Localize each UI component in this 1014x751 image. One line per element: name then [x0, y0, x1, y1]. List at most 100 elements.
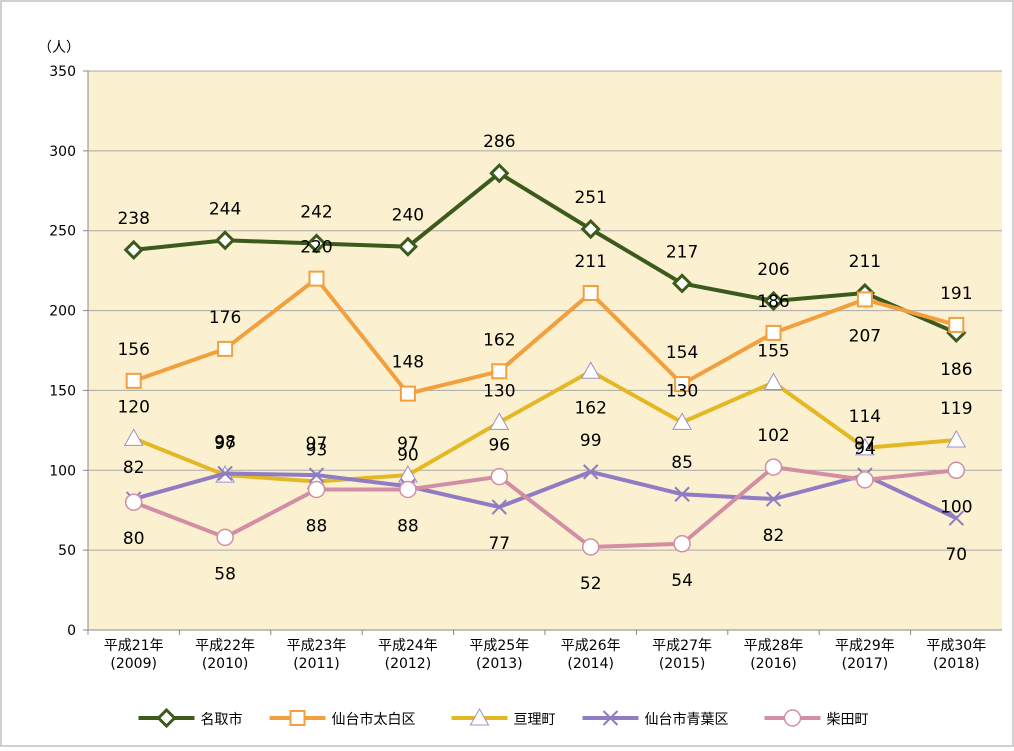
- data-label: 54: [671, 571, 693, 591]
- y-tick-label: 350: [49, 64, 76, 80]
- data-label: 97: [306, 434, 328, 454]
- data-label: 156: [117, 340, 149, 360]
- marker: [672, 412, 692, 430]
- x-tick-label: 平成30年: [926, 638, 986, 654]
- data-label: 94: [854, 439, 876, 459]
- x-tick-label: 平成26年: [561, 638, 621, 654]
- data-label: 52: [580, 574, 602, 594]
- marker: [673, 535, 691, 553]
- marker: [307, 480, 326, 499]
- line: [132, 368, 957, 484]
- marker: [581, 538, 600, 556]
- x-tick-label: 平成24年: [378, 638, 438, 654]
- x-tick-label: (2017): [842, 656, 889, 672]
- marker: [123, 428, 144, 446]
- data-label: 162: [574, 398, 606, 418]
- line: [133, 275, 957, 396]
- data-label: 154: [666, 343, 698, 363]
- marker: [674, 486, 690, 502]
- data-label: 186: [940, 360, 972, 380]
- marker: [491, 363, 508, 380]
- data-label: 80: [123, 529, 145, 549]
- marker: [214, 230, 236, 251]
- data-label: 120: [117, 397, 149, 417]
- data-label: 206: [757, 260, 789, 280]
- marker: [308, 270, 325, 287]
- marker: [123, 239, 144, 261]
- marker: [856, 471, 874, 489]
- data-label: 99: [580, 431, 602, 451]
- y-tick-label: 0: [67, 623, 76, 639]
- data-label: 220: [300, 238, 332, 258]
- marker: [124, 493, 143, 511]
- data-label: 162: [483, 330, 515, 350]
- line: [132, 464, 957, 549]
- marker: [489, 412, 510, 430]
- x-tick-label: (2018): [933, 656, 980, 672]
- y-tick-label: 200: [49, 304, 76, 320]
- series: [125, 270, 965, 402]
- series: [124, 458, 966, 556]
- marker: [306, 233, 327, 254]
- x-tick-label: (2011): [293, 656, 340, 672]
- data-label: 102: [757, 426, 789, 446]
- plot-area: [88, 71, 1002, 630]
- marker: [216, 528, 234, 547]
- x-tick-label: (2012): [385, 656, 432, 672]
- x-tick-label: 平成21年: [104, 638, 164, 654]
- y-tick-label: 150: [49, 383, 76, 399]
- y-unit: （人）: [38, 40, 80, 56]
- x-tick-label: (2010): [202, 656, 249, 672]
- data-label: 186: [757, 292, 789, 312]
- data-label: 211: [849, 252, 881, 272]
- marker: [217, 465, 233, 482]
- data-label: 100: [940, 497, 972, 517]
- marker: [763, 290, 784, 312]
- marker: [489, 163, 510, 184]
- marker: [397, 236, 419, 257]
- data-label: 130: [666, 381, 698, 401]
- marker: [580, 218, 601, 240]
- data-label: 90: [397, 445, 419, 465]
- data-label: 70: [945, 545, 967, 565]
- marker: [946, 429, 967, 448]
- data-label: 58: [214, 564, 236, 584]
- x-tick-label: 平成28年: [744, 638, 804, 654]
- data-label: 176: [209, 308, 241, 328]
- y-tick-label: 250: [49, 224, 76, 240]
- data-label: 77: [488, 534, 510, 554]
- data-label: 85: [671, 453, 693, 473]
- x-tick-label: (2015): [659, 656, 706, 672]
- marker: [580, 361, 601, 379]
- x-tick-label: 平成23年: [287, 638, 347, 654]
- data-label: 217: [666, 242, 698, 262]
- line: [133, 469, 958, 521]
- marker: [602, 710, 619, 726]
- marker: [399, 385, 416, 402]
- y-tick-label: 300: [49, 144, 76, 160]
- marker: [490, 467, 509, 486]
- data-label: 119: [940, 399, 972, 419]
- marker: [947, 461, 966, 480]
- data-label: 191: [940, 284, 972, 304]
- marker: [469, 707, 490, 726]
- data-label: 88: [397, 516, 419, 536]
- legend-label: 柴田町: [827, 712, 869, 728]
- x-tick-label: 平成29年: [835, 638, 895, 654]
- data-label: 242: [300, 202, 332, 222]
- x-tick-label: 平成25年: [469, 638, 529, 654]
- marker: [582, 285, 599, 302]
- marker: [308, 467, 325, 483]
- legend-label: 亘理町: [514, 712, 556, 728]
- x-tick-label: (2016): [750, 656, 797, 672]
- marker: [582, 464, 599, 480]
- marker: [783, 709, 802, 727]
- data-label: 155: [757, 341, 789, 361]
- data-label: 211: [574, 252, 606, 272]
- marker: [948, 316, 965, 333]
- legend-label: 名取市: [201, 711, 243, 728]
- marker: [856, 291, 873, 308]
- data-label: 207: [849, 326, 881, 346]
- marker: [763, 372, 784, 390]
